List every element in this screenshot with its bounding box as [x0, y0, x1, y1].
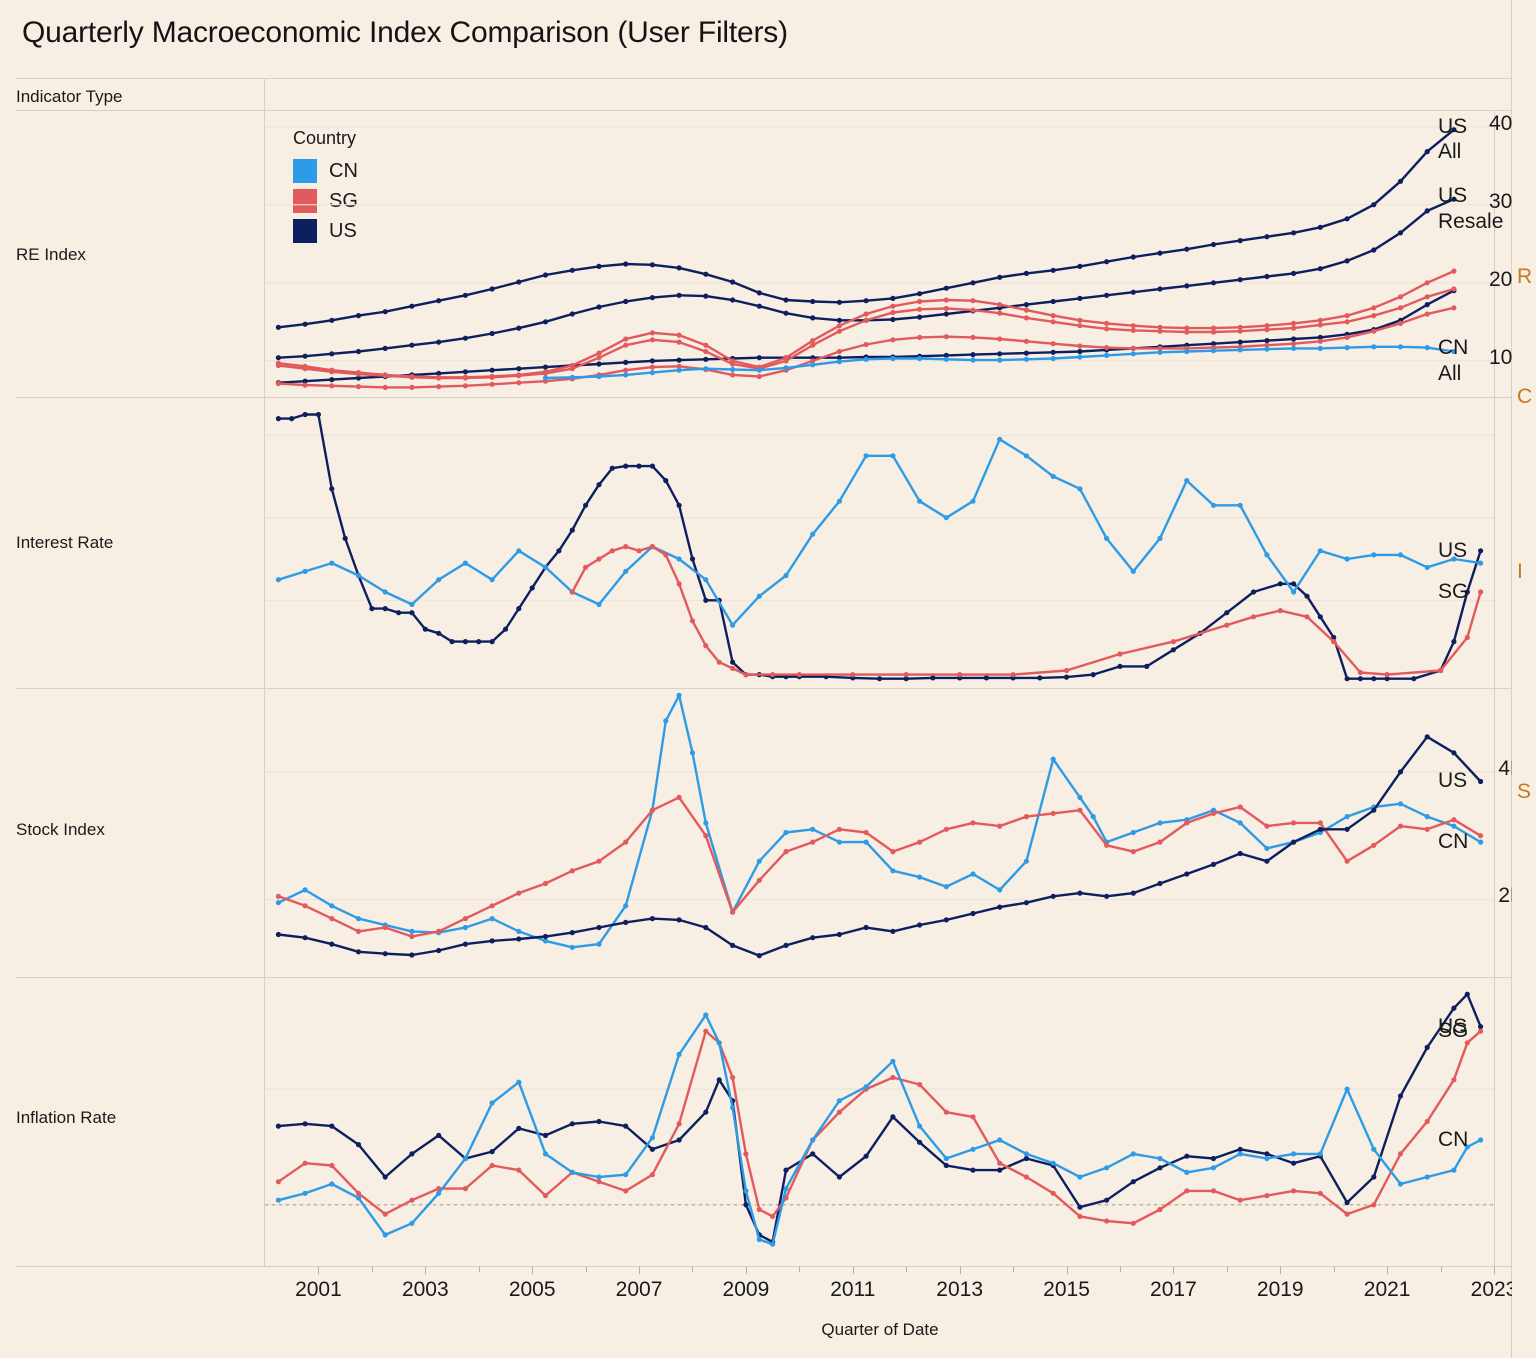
series-end-label: US [1438, 538, 1468, 562]
series-end-label: SG [1438, 580, 1469, 604]
x-tick-mark [1280, 1267, 1282, 1274]
y-tick-label: 400 [1488, 111, 1524, 135]
series-end-label: SG [1438, 1019, 1469, 1043]
y-tick-label: 0 [1281, 1190, 1536, 1214]
x-tick-mark-minor [906, 1267, 908, 1272]
row-label-re-index: RE Index [16, 245, 86, 264]
panel-divider-1 [16, 397, 1512, 398]
x-tick-label: 2013 [936, 1278, 983, 1301]
x-tick-mark-minor [1013, 1267, 1015, 1272]
legend-swatch-cn [293, 159, 317, 183]
series-end-label: US All [1438, 114, 1468, 164]
page-title: Quarterly Macroeconomic Index Comparison… [22, 16, 788, 49]
y-tick-label: 2K [1281, 884, 1536, 908]
x-tick-mark-minor [585, 1267, 587, 1272]
x-axis-title: Quarter of Date [821, 1320, 939, 1339]
plot-right-rule [1494, 110, 1495, 1266]
clipped-label-1: R [1517, 265, 1533, 288]
x-tick-mark [532, 1267, 534, 1274]
x-tick-mark [1387, 1267, 1389, 1274]
legend-item-cn[interactable]: CN [293, 156, 358, 186]
y-tick-label: 4K [1281, 757, 1536, 781]
row-label-inflation-rate: Inflation Rate [16, 1108, 117, 1127]
x-tick-mark [1173, 1267, 1175, 1274]
x-tick-label: 2015 [1043, 1278, 1090, 1301]
indicator-type-header: Indicator Type [16, 87, 123, 106]
x-tick-label: 2011 [830, 1278, 876, 1301]
x-tick-label: 2001 [295, 1278, 342, 1301]
x-tick-mark [745, 1267, 747, 1274]
y-tick-label: 6 [1281, 420, 1536, 444]
legend-label-sg: SG [329, 189, 358, 212]
row-label-interest-rate: Interest Rate [16, 533, 114, 552]
series-end-label: US [1438, 1014, 1468, 1038]
x-tick-mark-minor [799, 1267, 801, 1272]
header-rule-bottom [16, 110, 1512, 111]
x-tick-label: 2021 [1363, 1278, 1411, 1301]
x-tick-label: 2019 [1256, 1278, 1304, 1301]
legend-swatch-sg [293, 189, 317, 213]
x-tick-mark [852, 1267, 854, 1274]
right-edge-rule [1511, 0, 1512, 1358]
y-tick-label: 100 [1488, 345, 1524, 369]
clipped-label-2: C [1517, 385, 1533, 408]
x-tick-label: 2005 [508, 1278, 556, 1301]
series-end-label: CN [1438, 830, 1469, 854]
x-tick-label: 2017 [1150, 1278, 1197, 1301]
x-tick-mark [959, 1267, 961, 1274]
legend-label-cn: CN [329, 159, 358, 182]
x-tick-label: 2009 [722, 1278, 770, 1301]
x-tick-mark-minor [1333, 1267, 1335, 1272]
legend-swatch-us [293, 219, 317, 243]
x-tick-mark [1494, 1267, 1495, 1274]
x-tick-mark-minor [1119, 1267, 1121, 1272]
legend: Country CN SG US [293, 128, 358, 246]
series-end-label: US [1438, 769, 1468, 793]
legend-item-us[interactable]: US [293, 216, 358, 246]
panel-divider-2 [16, 688, 1512, 689]
x-tick-mark-minor [1226, 1267, 1228, 1272]
adjacent-panel-sliver [1512, 0, 1536, 1358]
series-end-label: US Resale [1438, 184, 1504, 233]
x-tick-label: 2023 [1470, 1278, 1518, 1301]
x-tick-mark-minor [478, 1267, 480, 1272]
clipped-label-4: S [1517, 780, 1532, 803]
y-axis-rule [264, 78, 265, 1266]
row-label-stock-index: Stock Index [16, 820, 105, 839]
panel-divider-3 [16, 977, 1512, 978]
legend-label-us: US [329, 219, 357, 242]
x-tick-mark-minor [371, 1267, 373, 1272]
x-tick-mark-minor [692, 1267, 694, 1272]
series-end-label: CN All [1438, 336, 1469, 386]
y-tick-label: 2 [1281, 585, 1536, 609]
panel-divider-4 [16, 1266, 1512, 1267]
y-tick-label: 200 [1488, 267, 1524, 291]
clipped-label-3: I [1517, 560, 1523, 583]
legend-item-sg[interactable]: SG [293, 186, 358, 216]
x-tick-mark [425, 1267, 427, 1274]
series-end-label: CN [1438, 1128, 1469, 1152]
x-tick-label: 2003 [401, 1278, 449, 1301]
header-rule-top [16, 78, 1512, 79]
legend-title: Country [293, 128, 357, 148]
x-tick-mark-minor [1440, 1267, 1442, 1272]
x-tick-label: 2007 [615, 1278, 663, 1301]
x-tick-mark [639, 1267, 641, 1274]
y-tick-label: 4 [1281, 503, 1536, 527]
y-tick-label: 5 [1281, 1074, 1536, 1098]
x-tick-mark [1066, 1267, 1068, 1274]
x-tick-mark [318, 1267, 320, 1274]
